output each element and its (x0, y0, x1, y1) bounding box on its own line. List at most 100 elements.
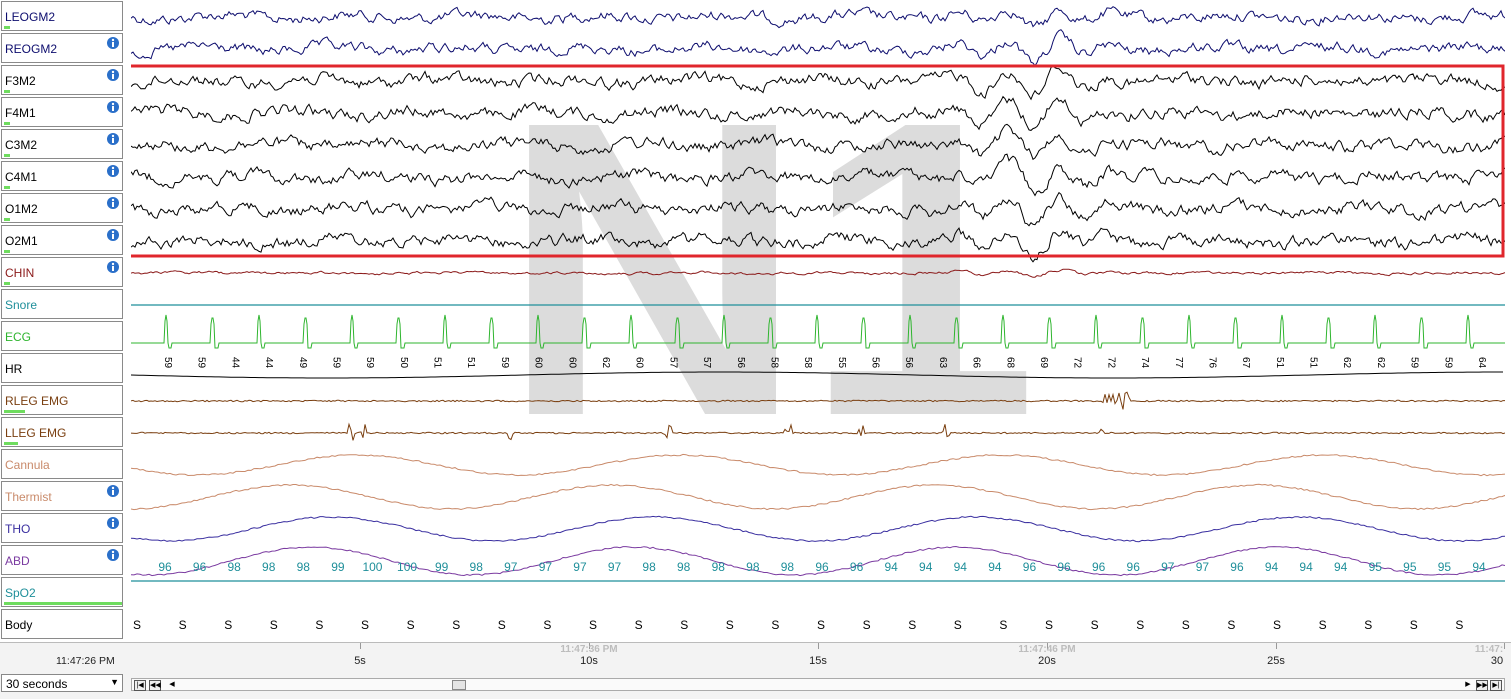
info-icon[interactable] (106, 484, 120, 498)
epoch-length-value: 30 seconds (6, 677, 68, 691)
next-epoch-button[interactable]: ▶▶ (1476, 680, 1488, 691)
channel-label-lleg-emg[interactable]: LLEG EMG (1, 417, 123, 447)
hr-value: 44 (263, 357, 274, 369)
info-icon[interactable] (106, 260, 120, 274)
channel-name: LEOGM2 (5, 10, 56, 24)
prev-epoch-button[interactable]: ◀◀ (149, 680, 161, 691)
channel-label-c3m2[interactable]: C3M2 (1, 129, 123, 159)
hr-value: 62 (1375, 357, 1386, 369)
signal-level-bar (4, 282, 10, 285)
spo2-value: 98 (262, 560, 276, 574)
channel-label-abd[interactable]: ABD (1, 545, 123, 575)
info-icon[interactable] (106, 228, 120, 242)
hr-value: 67 (1240, 357, 1251, 369)
hr-value: 60 (566, 357, 577, 369)
info-icon[interactable] (106, 516, 120, 530)
waveform-c4m1 (131, 153, 1505, 197)
waveform-o1m2 (131, 191, 1505, 227)
hr-value: 66 (971, 357, 982, 369)
info-icon[interactable] (106, 164, 120, 178)
hr-value: 64 (1476, 357, 1487, 369)
waveform-ecg (131, 314, 1505, 349)
spo2-value: 97 (1196, 560, 1210, 574)
waveform-f4m1 (131, 95, 1505, 131)
waveform-tho (131, 515, 1505, 543)
hr-value: 59 (330, 357, 341, 369)
body-position-value: S (1045, 618, 1053, 632)
channel-label-snore[interactable]: Snore (1, 289, 123, 319)
spo2-value: 96 (193, 560, 207, 574)
spo2-value: 96 (158, 560, 172, 574)
channel-label-c4m1[interactable]: C4M1 (1, 161, 123, 191)
body-position-value: S (954, 618, 962, 632)
channel-name: O2M1 (5, 234, 38, 248)
body-position-value: S (315, 618, 323, 632)
hr-value: 59 (499, 357, 510, 369)
info-icon[interactable] (106, 36, 120, 50)
spo2-value: 97 (573, 560, 587, 574)
spo2-value: 96 (850, 560, 864, 574)
channel-name: LLEG EMG (5, 426, 67, 440)
scrollbar-thumb[interactable] (452, 680, 466, 690)
epoch-scrollbar[interactable]: |◀ ◀◀ ◀ ▶ ▶▶ ▶| (131, 678, 1505, 691)
spo2-value: 94 (954, 560, 968, 574)
signal-level-bar (4, 186, 10, 189)
channel-name: O1M2 (5, 202, 38, 216)
hr-value: 50 (398, 357, 409, 369)
info-icon[interactable] (106, 196, 120, 210)
epoch-length-select[interactable]: 30 seconds ▼ (1, 674, 123, 692)
waveform-f3m2 (131, 64, 1505, 101)
hr-value: 51 (1274, 357, 1285, 369)
channel-name: C4M1 (5, 170, 38, 184)
channel-label-cannula[interactable]: Cannula (1, 449, 123, 479)
channel-label-leogm2[interactable]: LEOGM2 (1, 1, 123, 31)
hr-value: 51 (432, 357, 443, 369)
signal-level-bar (4, 122, 10, 125)
spo2-value: 96 (1092, 560, 1106, 574)
spo2-value: 97 (608, 560, 622, 574)
channel-label-rleg-emg[interactable]: RLEG EMG (1, 385, 123, 415)
channel-label-hr[interactable]: HR (1, 353, 123, 383)
body-position-value: S (1182, 618, 1190, 632)
channel-label-spo2[interactable]: SpO2 (1, 577, 123, 607)
scroll-right-icon[interactable]: ▶ (1465, 681, 1471, 688)
channel-label-reogm2[interactable]: REOGM2 (1, 33, 123, 63)
body-position-value: S (726, 618, 734, 632)
body-position-value: S (452, 618, 460, 632)
channel-label-o1m2[interactable]: O1M2 (1, 193, 123, 223)
channel-name: HR (5, 362, 23, 376)
channel-label-body[interactable]: Body (1, 609, 123, 639)
channel-label-f3m2[interactable]: F3M2 (1, 65, 123, 95)
channel-label-tho[interactable]: THO (1, 513, 123, 543)
time-tick (589, 643, 590, 649)
time-tick-label: 10s (580, 655, 598, 667)
channel-name: Body (5, 618, 33, 632)
signal-chart[interactable]: N1 59 59 44 44 49 59 59 50 51 51 59 60 60 62 60 57 57 56 5… (131, 0, 1505, 642)
spo2-value: 100 (362, 560, 382, 574)
spo2-value: 97 (1161, 560, 1175, 574)
info-icon[interactable] (106, 100, 120, 114)
channel-name: RLEG EMG (5, 394, 69, 408)
channel-label-ecg[interactable]: ECG (1, 321, 123, 351)
spo2-value: 95 (1403, 560, 1417, 574)
last-epoch-button[interactable]: ▶| (1490, 680, 1502, 691)
signal-level-bar (4, 602, 122, 605)
channel-label-f4m1[interactable]: F4M1 (1, 97, 123, 127)
spo2-value: 98 (227, 560, 241, 574)
spo2-value: 98 (677, 560, 691, 574)
waveform-hr (131, 371, 1503, 379)
body-position-value: S (1091, 618, 1099, 632)
scroll-left-icon[interactable]: ◀ (169, 681, 175, 688)
channel-label-o2m1[interactable]: O2M1 (1, 225, 123, 255)
first-epoch-button[interactable]: |◀ (134, 680, 146, 691)
waveform-canvas: 59 59 44 44 49 59 59 50 51 51 59 60 60 62 60 57 57 56 58 58… (131, 6, 1505, 632)
channel-label-chin[interactable]: CHIN (1, 257, 123, 287)
info-icon[interactable] (106, 548, 120, 562)
info-icon[interactable] (106, 68, 120, 82)
time-axis: 5s 10s 15s 20s 25s 30 11:47:36 PM 11:47:46 PM 11… (131, 643, 1505, 679)
channel-label-thermist[interactable]: Thermist (1, 481, 123, 511)
waveform-reogm2 (131, 29, 1505, 67)
info-icon[interactable] (106, 132, 120, 146)
hr-value: 62 (1341, 357, 1352, 369)
clock-tick-label: 11:47: (1474, 644, 1504, 655)
